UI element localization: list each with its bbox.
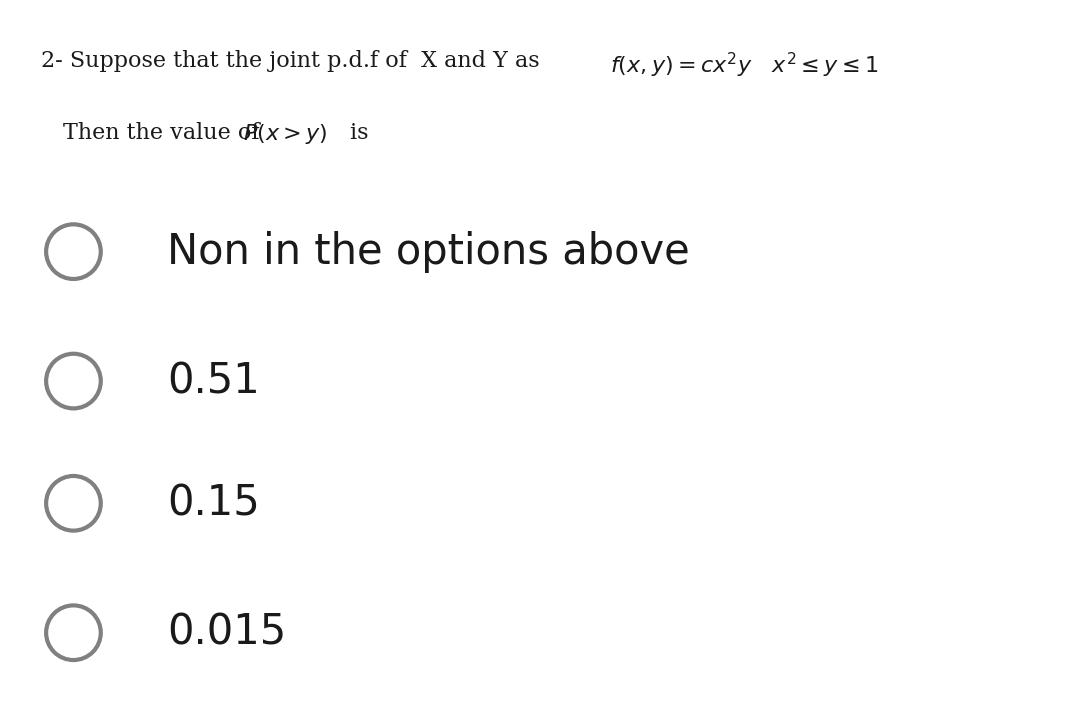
Text: 0.15: 0.15 bbox=[167, 482, 260, 524]
Text: 0.51: 0.51 bbox=[167, 360, 260, 402]
Text: 0.015: 0.015 bbox=[167, 612, 286, 654]
Text: 2- Suppose that the joint p.d.f of  X and Y as: 2- Suppose that the joint p.d.f of X and… bbox=[41, 50, 554, 73]
Text: $f(x, y) = cx^2y \quad x^2 \leq y \leq 1$: $f(x, y) = cx^2y \quad x^2 \leq y \leq 1… bbox=[610, 50, 879, 80]
Text: Then the value of: Then the value of bbox=[63, 122, 267, 145]
Text: $P(x > y)$: $P(x > y)$ bbox=[243, 122, 327, 146]
Text: is: is bbox=[343, 122, 369, 145]
Text: Non in the options above: Non in the options above bbox=[167, 231, 690, 273]
